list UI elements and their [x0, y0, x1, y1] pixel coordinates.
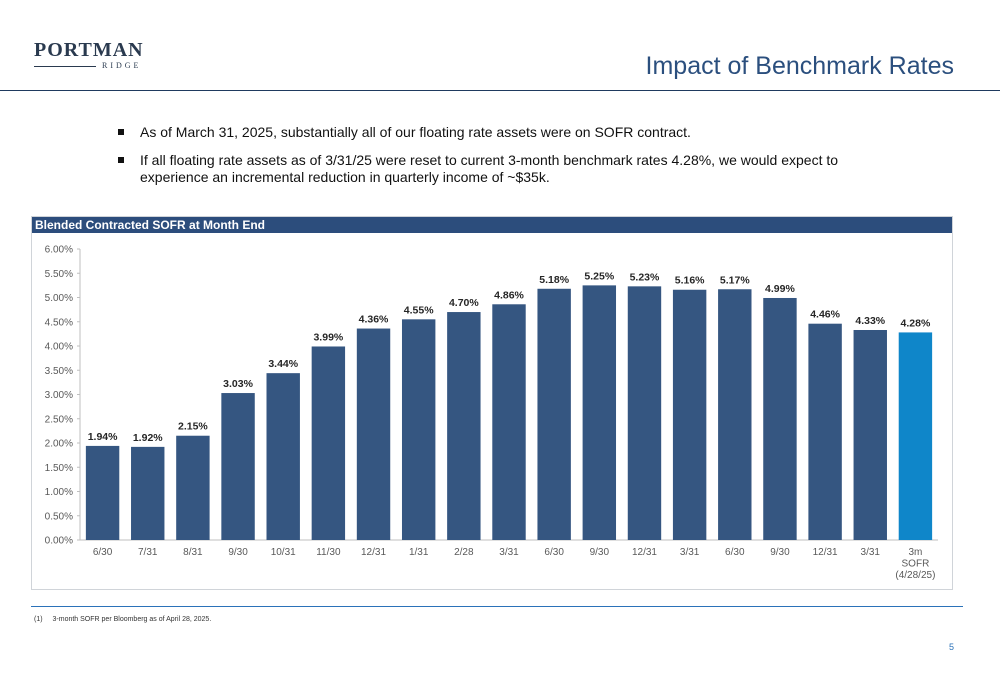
- footnote: (1) 3-month SOFR per Bloomberg as of Apr…: [34, 616, 211, 623]
- data-label: 5.18%: [539, 274, 569, 286]
- y-tick-label: 3.00%: [45, 390, 73, 401]
- y-tick-label: 2.00%: [45, 439, 73, 450]
- logo-wordmark: PORTMAN: [34, 39, 144, 61]
- data-label: 4.36%: [359, 314, 389, 326]
- bullet-item: If all floating rate assets as of 3/31/2…: [118, 152, 878, 186]
- bar: [537, 288, 571, 540]
- bar: [582, 285, 617, 540]
- bar: [627, 286, 662, 540]
- data-label: 4.70%: [449, 297, 479, 309]
- x-tick-label: 3m: [908, 547, 922, 558]
- data-label: 3.44%: [268, 358, 298, 370]
- title-divider: [0, 90, 1000, 91]
- data-label: 4.33%: [855, 315, 885, 327]
- x-tick-label: (4/28/25): [895, 570, 935, 581]
- x-tick-label: 1/31: [409, 547, 429, 558]
- x-tick-label: 6/30: [544, 547, 564, 558]
- x-tick-label: 12/31: [361, 547, 386, 558]
- data-label: 4.46%: [810, 309, 840, 321]
- y-tick-label: 1.00%: [45, 487, 73, 498]
- y-tick-label: 6.00%: [45, 245, 73, 256]
- y-tick-label: 0.00%: [45, 536, 73, 547]
- y-tick-label: 5.00%: [45, 293, 73, 304]
- x-tick-label: 6/30: [725, 547, 745, 558]
- page-number: 5: [948, 642, 954, 652]
- data-label: 5.25%: [584, 270, 614, 282]
- bar: [401, 319, 436, 540]
- bullet-list: As of March 31, 2025, substantially all …: [118, 124, 878, 197]
- y-tick-label: 5.50%: [45, 269, 73, 280]
- x-tick-label: 12/31: [813, 547, 838, 558]
- data-label: 4.28%: [901, 317, 931, 329]
- y-tick-label: 2.50%: [45, 414, 73, 425]
- x-tick-label: 8/31: [183, 547, 203, 558]
- x-tick-label: 11/30: [316, 547, 341, 558]
- x-tick-label: 2/28: [454, 547, 474, 558]
- chart-title: Blended Contracted SOFR at Month End: [32, 217, 952, 233]
- x-tick-label: 3/31: [499, 547, 519, 558]
- data-label: 5.23%: [630, 271, 660, 283]
- bar: [492, 304, 526, 540]
- bar: [718, 289, 752, 540]
- y-tick-label: 4.50%: [45, 317, 73, 328]
- bar: [311, 346, 346, 540]
- bar: [672, 289, 707, 540]
- bar: [266, 373, 300, 540]
- portman-ridge-logo: PORTMAN RIDGE: [34, 40, 154, 70]
- bar: [898, 332, 933, 540]
- bar: [853, 329, 887, 540]
- page-title: Impact of Benchmark Rates: [645, 52, 954, 80]
- x-tick-label: 3/31: [680, 547, 700, 558]
- data-label: 5.17%: [720, 274, 750, 286]
- bar: [176, 435, 210, 540]
- x-tick-label: 6/30: [93, 547, 113, 558]
- bar: [763, 297, 797, 540]
- bar: [221, 393, 255, 540]
- data-label: 2.15%: [178, 421, 208, 433]
- bullet-item: As of March 31, 2025, substantially all …: [118, 124, 878, 141]
- bar: [131, 446, 165, 540]
- x-tick-label: 9/30: [228, 547, 248, 558]
- x-tick-label: 3/31: [861, 547, 881, 558]
- chart-plot: 0.00% 0.50% 1.00% 1.50% 2.00% 2.50% 3.00% 3.50%…: [45, 245, 938, 581]
- footnote-text: 3-month SOFR per Bloomberg as of April 2…: [52, 616, 212, 623]
- data-label: 4.99%: [765, 283, 795, 295]
- x-tick-label: SOFR: [902, 559, 930, 570]
- y-tick-label: 4.00%: [45, 342, 73, 353]
- x-tick-label: 10/31: [271, 547, 296, 558]
- footer-divider: [31, 606, 963, 607]
- bar: [447, 312, 481, 540]
- logo-rule: [34, 65, 96, 67]
- data-label: 1.94%: [88, 431, 118, 443]
- bar: [356, 328, 391, 540]
- data-label: 1.92%: [133, 432, 163, 444]
- logo-subline: RIDGE: [34, 62, 154, 70]
- data-label: 3.99%: [313, 331, 343, 343]
- data-label: 4.86%: [494, 289, 524, 301]
- x-tick-label: 7/31: [138, 547, 158, 558]
- footnote-number: (1): [34, 616, 43, 623]
- y-tick-label: 1.50%: [45, 463, 73, 474]
- bar: [85, 445, 120, 540]
- data-label: 4.55%: [404, 304, 434, 316]
- y-tick-label: 3.50%: [45, 366, 73, 377]
- x-tick-label: 9/30: [770, 547, 790, 558]
- sofr-chart: Blended Contracted SOFR at Month End 0.0…: [31, 216, 953, 590]
- bar: [808, 323, 842, 540]
- data-label: 3.03%: [223, 378, 253, 390]
- data-label: 5.16%: [675, 275, 705, 287]
- y-tick-label: 0.50%: [45, 511, 73, 522]
- x-tick-label: 12/31: [632, 547, 657, 558]
- logo-subtext: RIDGE: [102, 61, 142, 70]
- x-tick-label: 9/30: [590, 547, 610, 558]
